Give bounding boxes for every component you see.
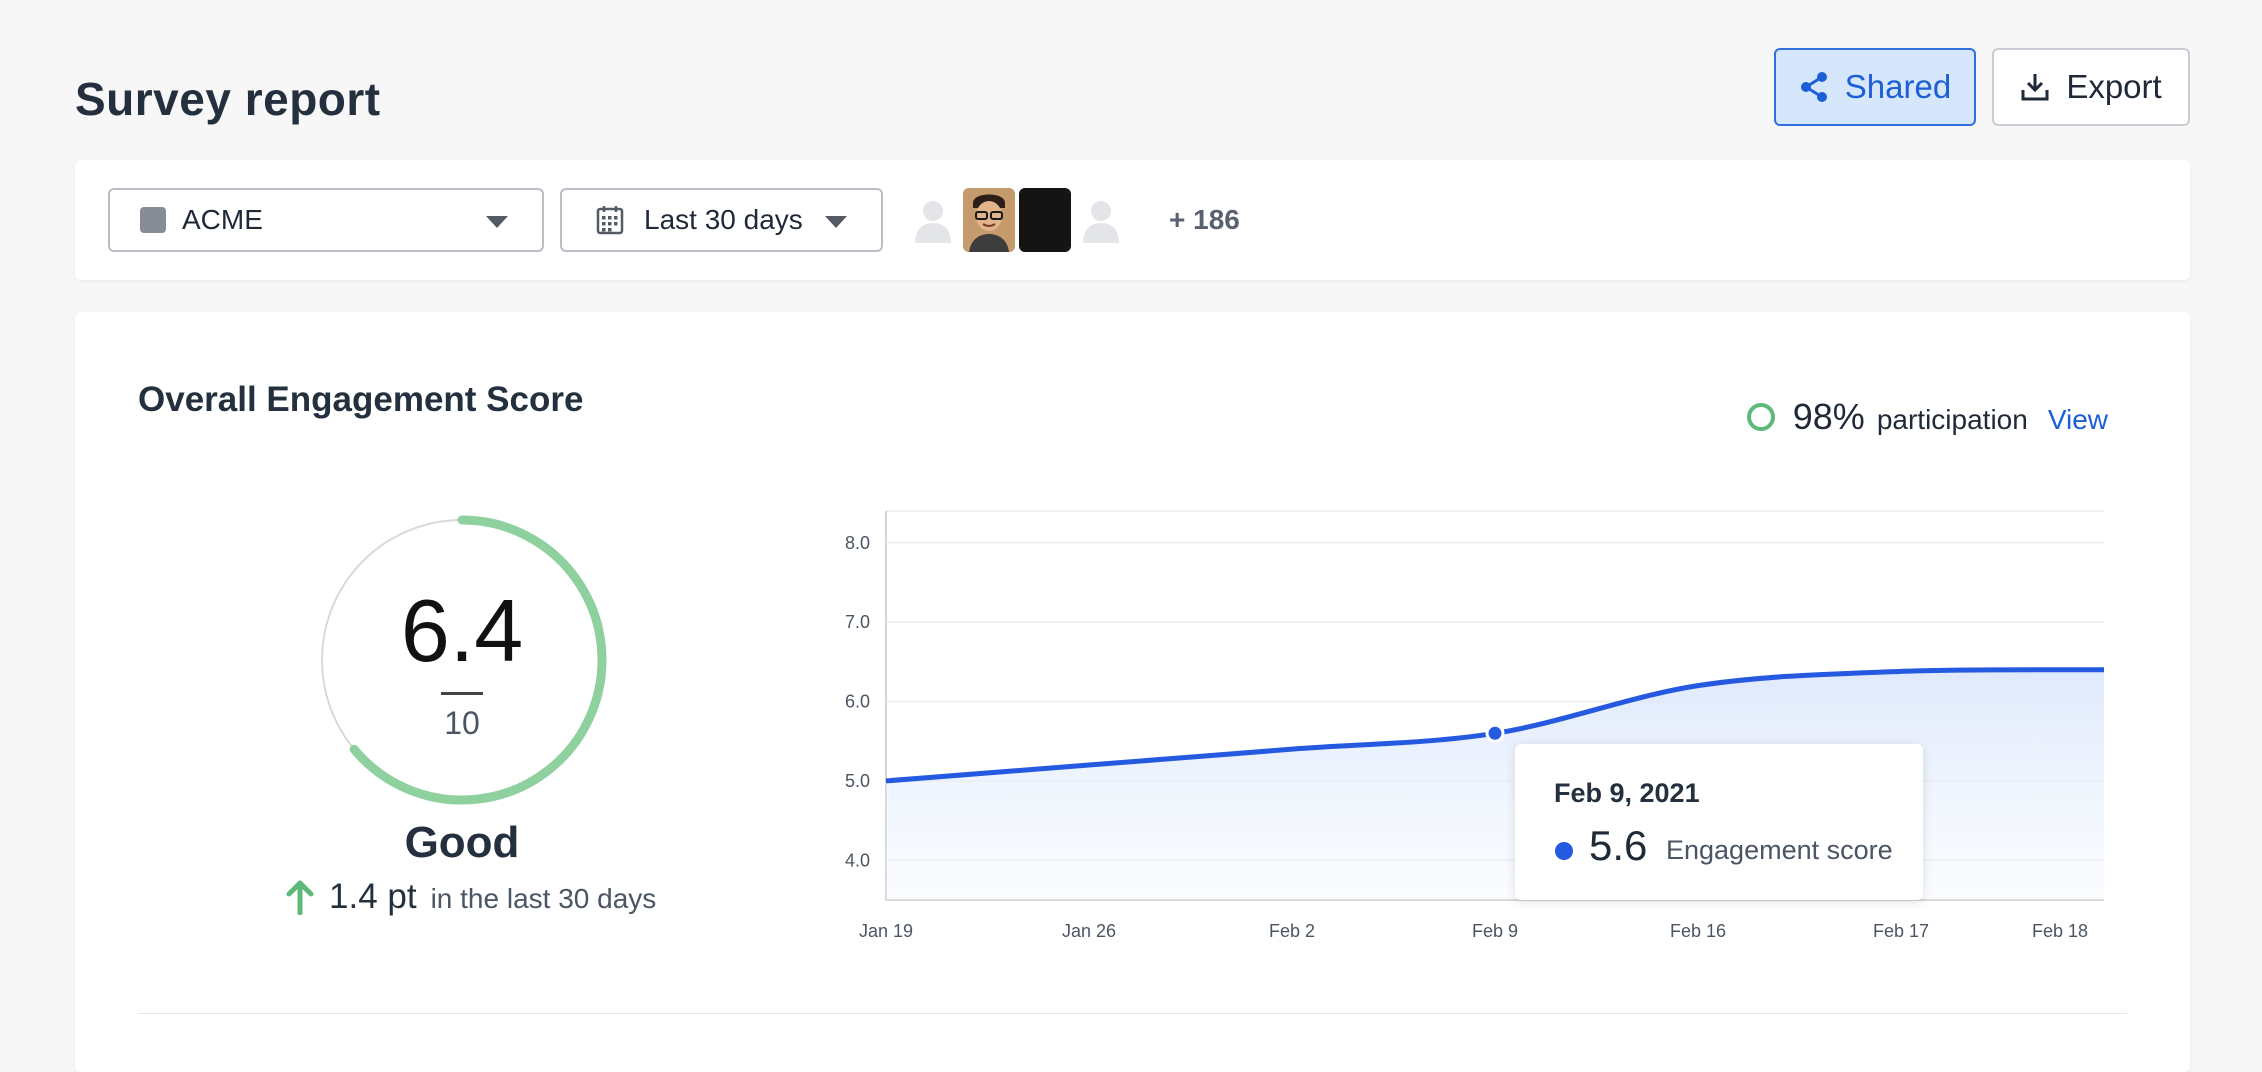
x-tick-label: Feb 2 xyxy=(1269,921,1315,941)
score-rating: Good xyxy=(404,818,520,867)
tooltip-label: Engagement score xyxy=(1666,835,1893,865)
x-tick-label: Feb 16 xyxy=(1670,921,1726,941)
tooltip-value: 5.6 xyxy=(1589,822,1648,869)
calendar-icon xyxy=(596,205,624,235)
date-range-select[interactable]: Last 30 days xyxy=(560,188,883,252)
delta-label: in the last 30 days xyxy=(430,883,657,914)
avatar[interactable] xyxy=(1075,188,1127,252)
x-tick-label: Jan 19 xyxy=(859,921,913,941)
y-tick-label: 7.0 xyxy=(845,612,870,632)
score-delta: 1.4 pt in the last 30 days xyxy=(285,877,656,917)
y-tick-label: 4.0 xyxy=(845,850,870,870)
download-icon xyxy=(2020,72,2050,102)
x-tick-label: Feb 17 xyxy=(1873,921,1929,941)
chevron-down-icon xyxy=(486,216,508,228)
organization-select[interactable]: ACME xyxy=(108,188,544,252)
org-color-swatch xyxy=(140,207,166,233)
section-divider xyxy=(138,1013,2127,1014)
user-placeholder-icon xyxy=(915,201,951,243)
chevron-down-icon xyxy=(825,216,847,228)
avatars-more-count[interactable]: + 186 xyxy=(1169,204,1240,235)
avatar[interactable] xyxy=(1019,188,1071,252)
y-tick-label: 8.0 xyxy=(845,533,870,553)
score-divider xyxy=(441,692,483,695)
user-photo-icon xyxy=(963,188,1015,252)
share-icon xyxy=(1799,71,1829,103)
user-placeholder-icon xyxy=(1083,201,1119,243)
score-gauge-arc xyxy=(349,515,607,805)
participation-summary: 98% participation View xyxy=(1746,396,2108,438)
tooltip-date: Feb 9, 2021 xyxy=(1554,778,1700,808)
chart-point-highlighted[interactable] xyxy=(1485,723,1505,743)
y-tick-label: 5.0 xyxy=(845,771,870,791)
export-label: Export xyxy=(2066,68,2162,105)
participation-ring-icon xyxy=(1746,403,1775,431)
card-title: Overall Engagement Score xyxy=(138,380,584,419)
avatar[interactable] xyxy=(963,188,1015,252)
shared-label: Shared xyxy=(1844,68,1952,105)
avatar[interactable] xyxy=(907,188,959,252)
participation-label: participation xyxy=(1876,404,2028,435)
participant-avatars[interactable]: + 186 xyxy=(907,188,1240,252)
shared-button[interactable]: Shared xyxy=(1774,48,1976,126)
y-tick-label: 6.0 xyxy=(845,692,870,712)
organization-select-value: ACME xyxy=(182,204,263,235)
score-max: 10 xyxy=(444,705,480,741)
score-gauge xyxy=(321,515,607,805)
x-tick-label: Feb 9 xyxy=(1472,921,1518,941)
participation-value: 98% xyxy=(1792,396,1865,437)
export-button[interactable]: Export xyxy=(1992,48,2190,126)
tooltip-series-dot xyxy=(1555,842,1573,860)
chart-tooltip: Feb 9, 2021 5.6 Engagement score xyxy=(1515,744,1923,900)
x-tick-label: Feb 18 xyxy=(2032,921,2088,941)
x-tick-label: Jan 26 xyxy=(1062,921,1116,941)
filter-bar: ACME Last 30 days xyxy=(75,160,2190,280)
arrow-up-icon xyxy=(285,879,315,915)
view-participation-link[interactable]: View xyxy=(2047,404,2108,435)
delta-value: 1.4 pt xyxy=(329,877,417,916)
engagement-card: Overall Engagement Score 98% participati… xyxy=(75,312,2190,1072)
score-value: 6.4 xyxy=(400,581,524,680)
date-range-select-value: Last 30 days xyxy=(644,204,803,235)
page-title: Survey report xyxy=(75,73,381,125)
